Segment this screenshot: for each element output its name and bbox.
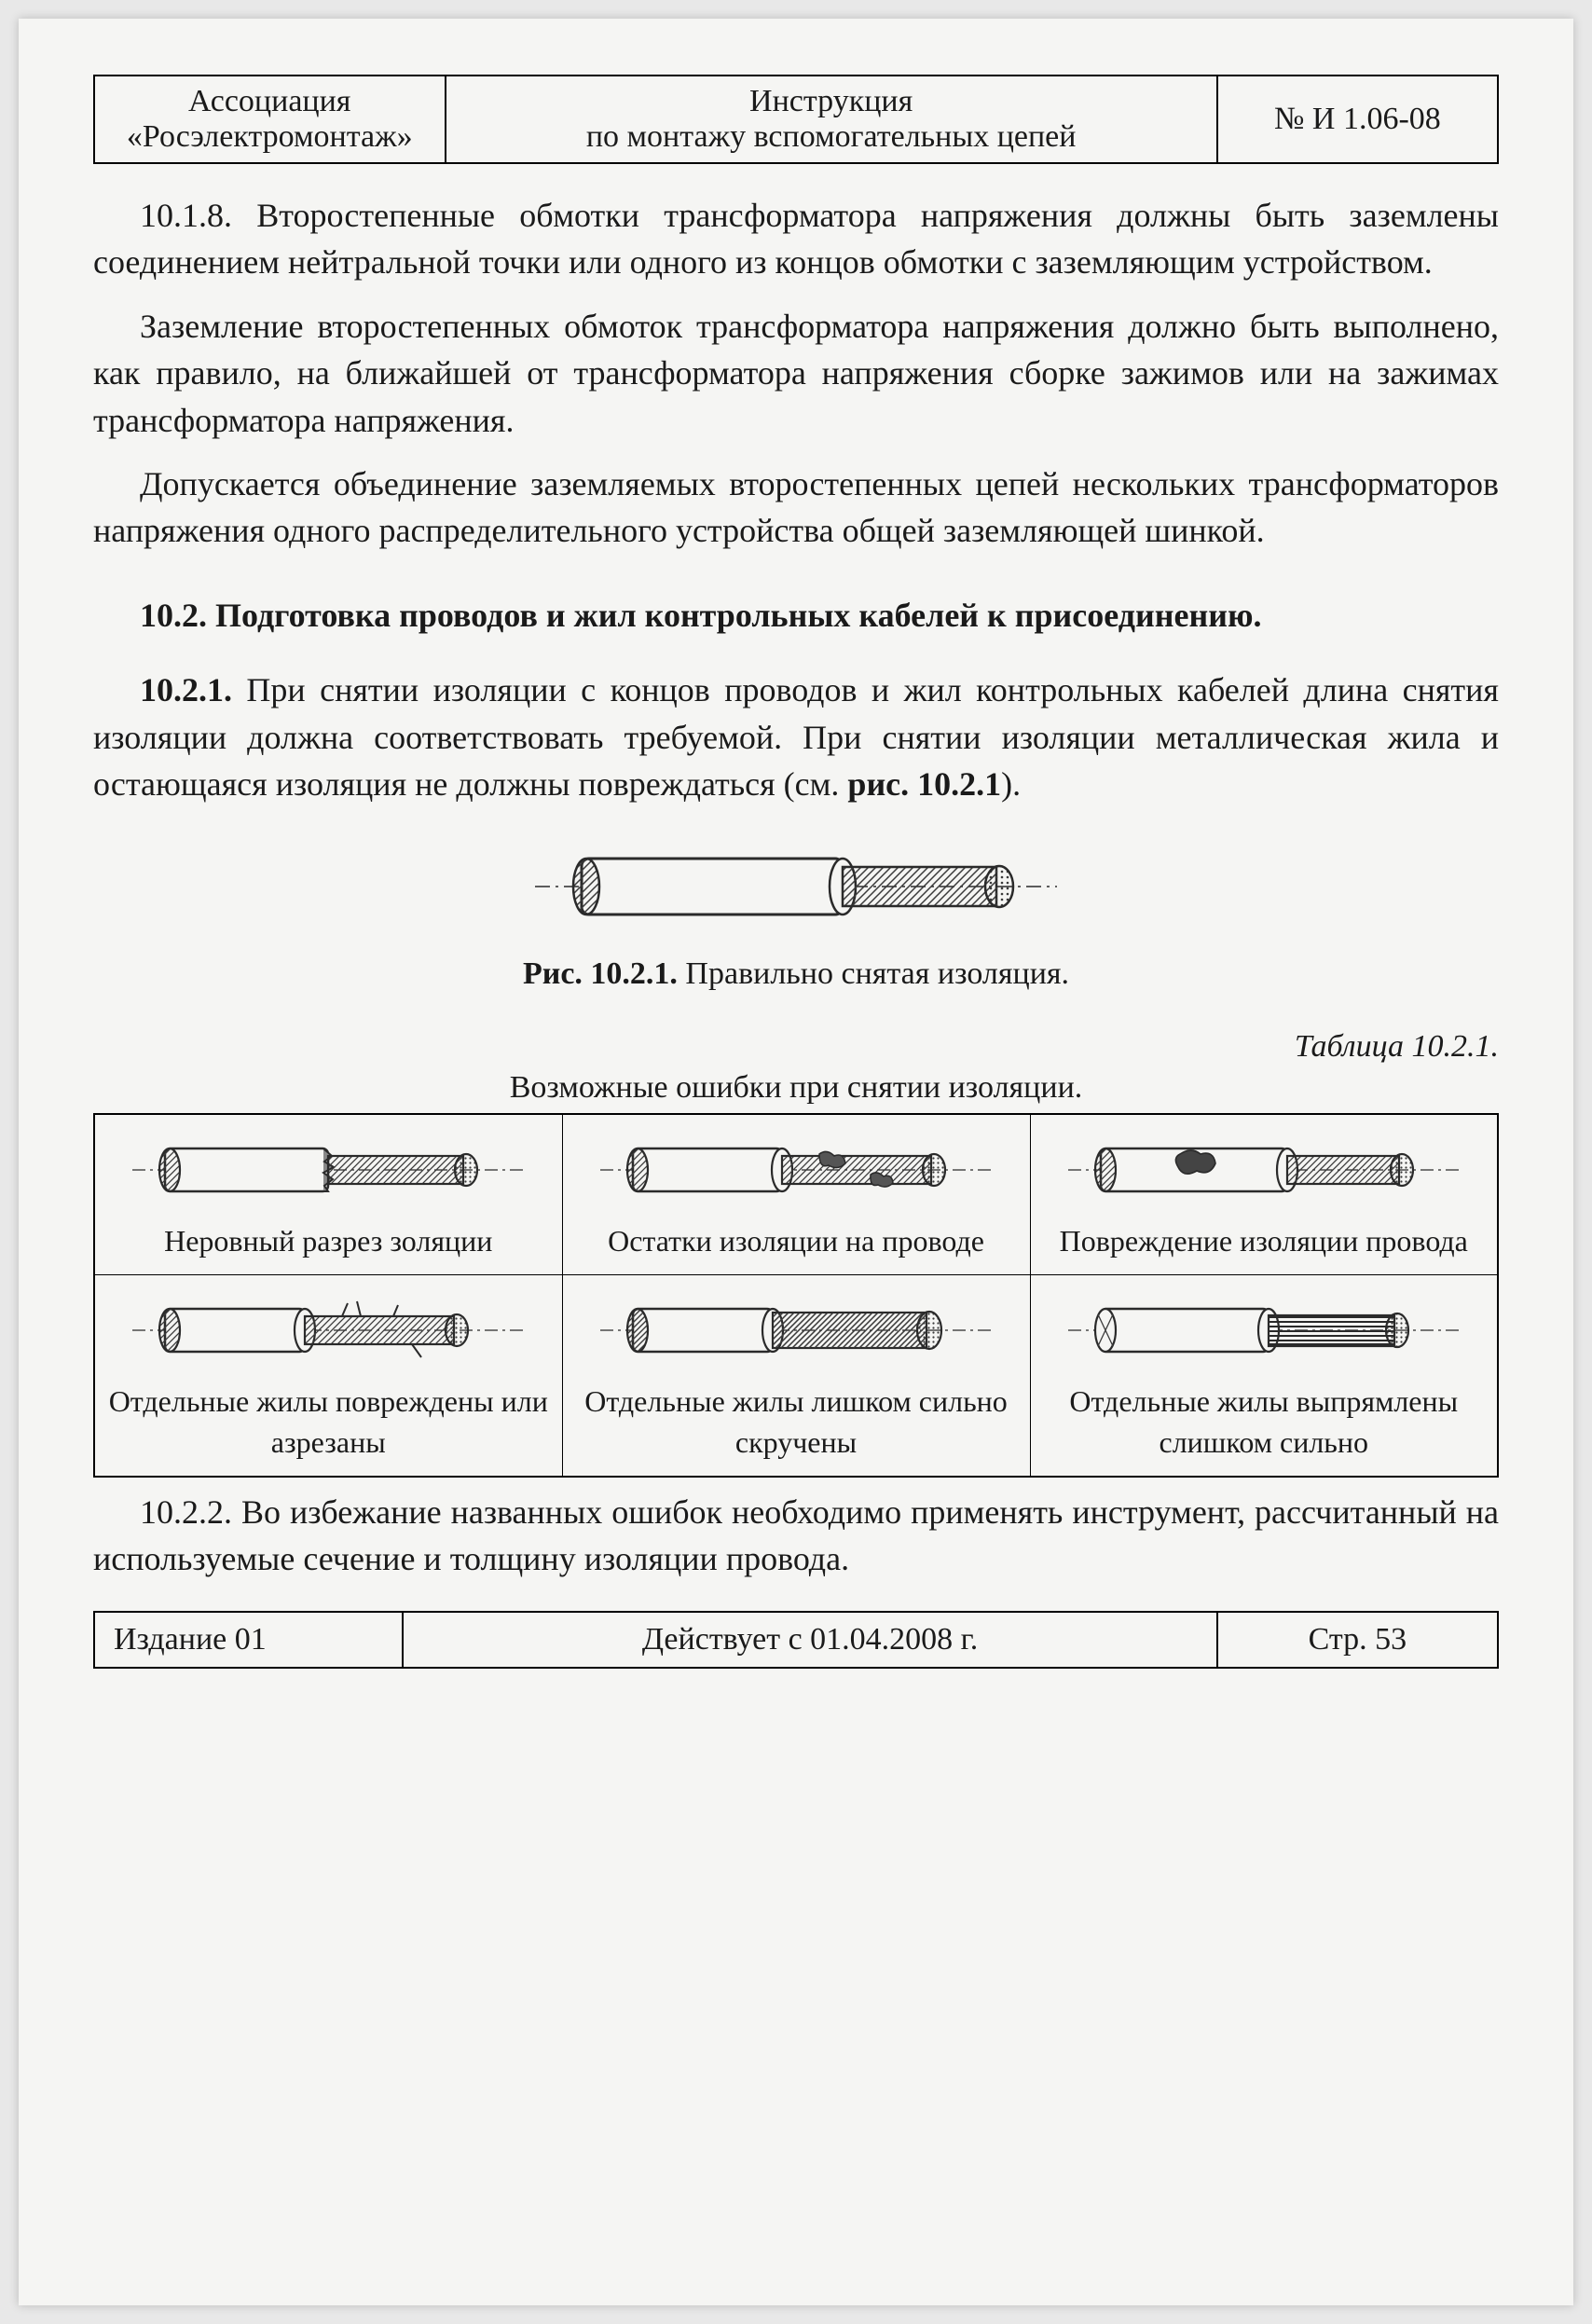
- error-cell-5: Отдельные жилы лишком сильно скручены: [562, 1275, 1030, 1477]
- wire-insulation-remains-icon: [600, 1128, 992, 1212]
- wire-strands-straightened-icon: [1068, 1288, 1460, 1372]
- para-10-1-8-b: Заземление второстепенных обмоток трансф…: [93, 303, 1499, 444]
- para-10-2-2: 10.2.2. Во избежание названных ошибок не…: [93, 1489, 1499, 1583]
- error-label-3: Повреждение изоляции провода: [1040, 1221, 1489, 1261]
- table-10-2-1-title: Возможные ошибки при снятии изоляции.: [93, 1070, 1499, 1106]
- para-10-1-8-a: 10.1.8. Второстепенные обмотки трансформ…: [93, 192, 1499, 286]
- header-org-cell: Ассоциация «Росэлектромонтаж»: [94, 76, 446, 163]
- heading-10-2: 10.2. Подготовка проводов и жил контроль…: [93, 592, 1499, 639]
- error-label-4: Отдельные жилы повреждены или азрезаны: [104, 1382, 553, 1462]
- footer-valid: Действует с 01.04.2008 г.: [403, 1612, 1216, 1668]
- table-10-2-1-number: Таблица 10.2.1.: [93, 1029, 1499, 1065]
- para-10-2-1-ref: рис. 10.2.1: [847, 765, 1001, 803]
- header-org-line2: «Росэлектромонтаж»: [127, 119, 413, 154]
- para-10-1-8-c: Допускается объединение заземляемых втор…: [93, 461, 1499, 555]
- header-code-cell: № И 1.06-08: [1217, 76, 1498, 163]
- error-cell-1: Неровный разрез золяции: [94, 1114, 562, 1275]
- para-10-2-1-lead: 10.2.1.: [140, 671, 232, 708]
- figure-10-2-1-caption: Рис. 10.2.1. Правильно снятая изоляция.: [93, 956, 1499, 992]
- error-label-1: Неровный разрез золяции: [104, 1221, 553, 1261]
- footer-page: Стр. 53: [1217, 1612, 1498, 1668]
- error-table: Неровный разрез золяции: [93, 1113, 1499, 1478]
- wire-correct-icon: [535, 835, 1057, 938]
- error-cell-2: Остатки изоляции на проводе: [562, 1114, 1030, 1275]
- header-title-line1: Инструкция: [749, 84, 913, 118]
- figure-10-2-1: [93, 835, 1499, 938]
- header-title-cell: Инструкция по монтажу вспомогательных це…: [446, 76, 1217, 163]
- error-cell-3: Повреждение изоляции провода: [1030, 1114, 1498, 1275]
- error-label-6: Отдельные жилы выпрямлены слишком сильно: [1040, 1382, 1489, 1462]
- error-label-5: Отдельные жилы лишком сильно скручены: [572, 1382, 1021, 1462]
- para-10-2-1: 10.2.1. При снятии изоляции с концов про…: [93, 667, 1499, 807]
- wire-insulation-damaged-icon: [1068, 1128, 1460, 1212]
- figure-10-2-1-label: Рис. 10.2.1.: [523, 956, 678, 991]
- header-code: № И 1.06-08: [1274, 102, 1441, 136]
- error-label-2: Остатки изоляции на проводе: [572, 1221, 1021, 1261]
- footer-edition: Издание 01: [94, 1612, 403, 1668]
- wire-strands-damaged-icon: [132, 1288, 524, 1372]
- document-page: Ассоциация «Росэлектромонтаж» Инструкция…: [19, 19, 1573, 2305]
- footer-table: Издание 01 Действует с 01.04.2008 г. Стр…: [93, 1611, 1499, 1669]
- error-cell-6: Отдельные жилы выпрямлены слишком сильно: [1030, 1275, 1498, 1477]
- header-org-line1: Ассоциация: [188, 84, 350, 118]
- wire-uneven-cut-icon: [132, 1128, 524, 1212]
- para-10-2-1-body: При снятии изоляции с концов проводов и …: [93, 671, 1499, 803]
- header-title-line2: по монтажу вспомогательных цепей: [586, 119, 1077, 154]
- figure-10-2-1-text: Правильно снятая изоляция.: [678, 956, 1069, 991]
- wire-strands-over-twisted-icon: [600, 1288, 992, 1372]
- error-cell-4: Отдельные жилы повреждены или азрезаны: [94, 1275, 562, 1477]
- para-10-2-1-tail: ).: [1001, 765, 1021, 803]
- header-table: Ассоциация «Росэлектромонтаж» Инструкция…: [93, 75, 1499, 164]
